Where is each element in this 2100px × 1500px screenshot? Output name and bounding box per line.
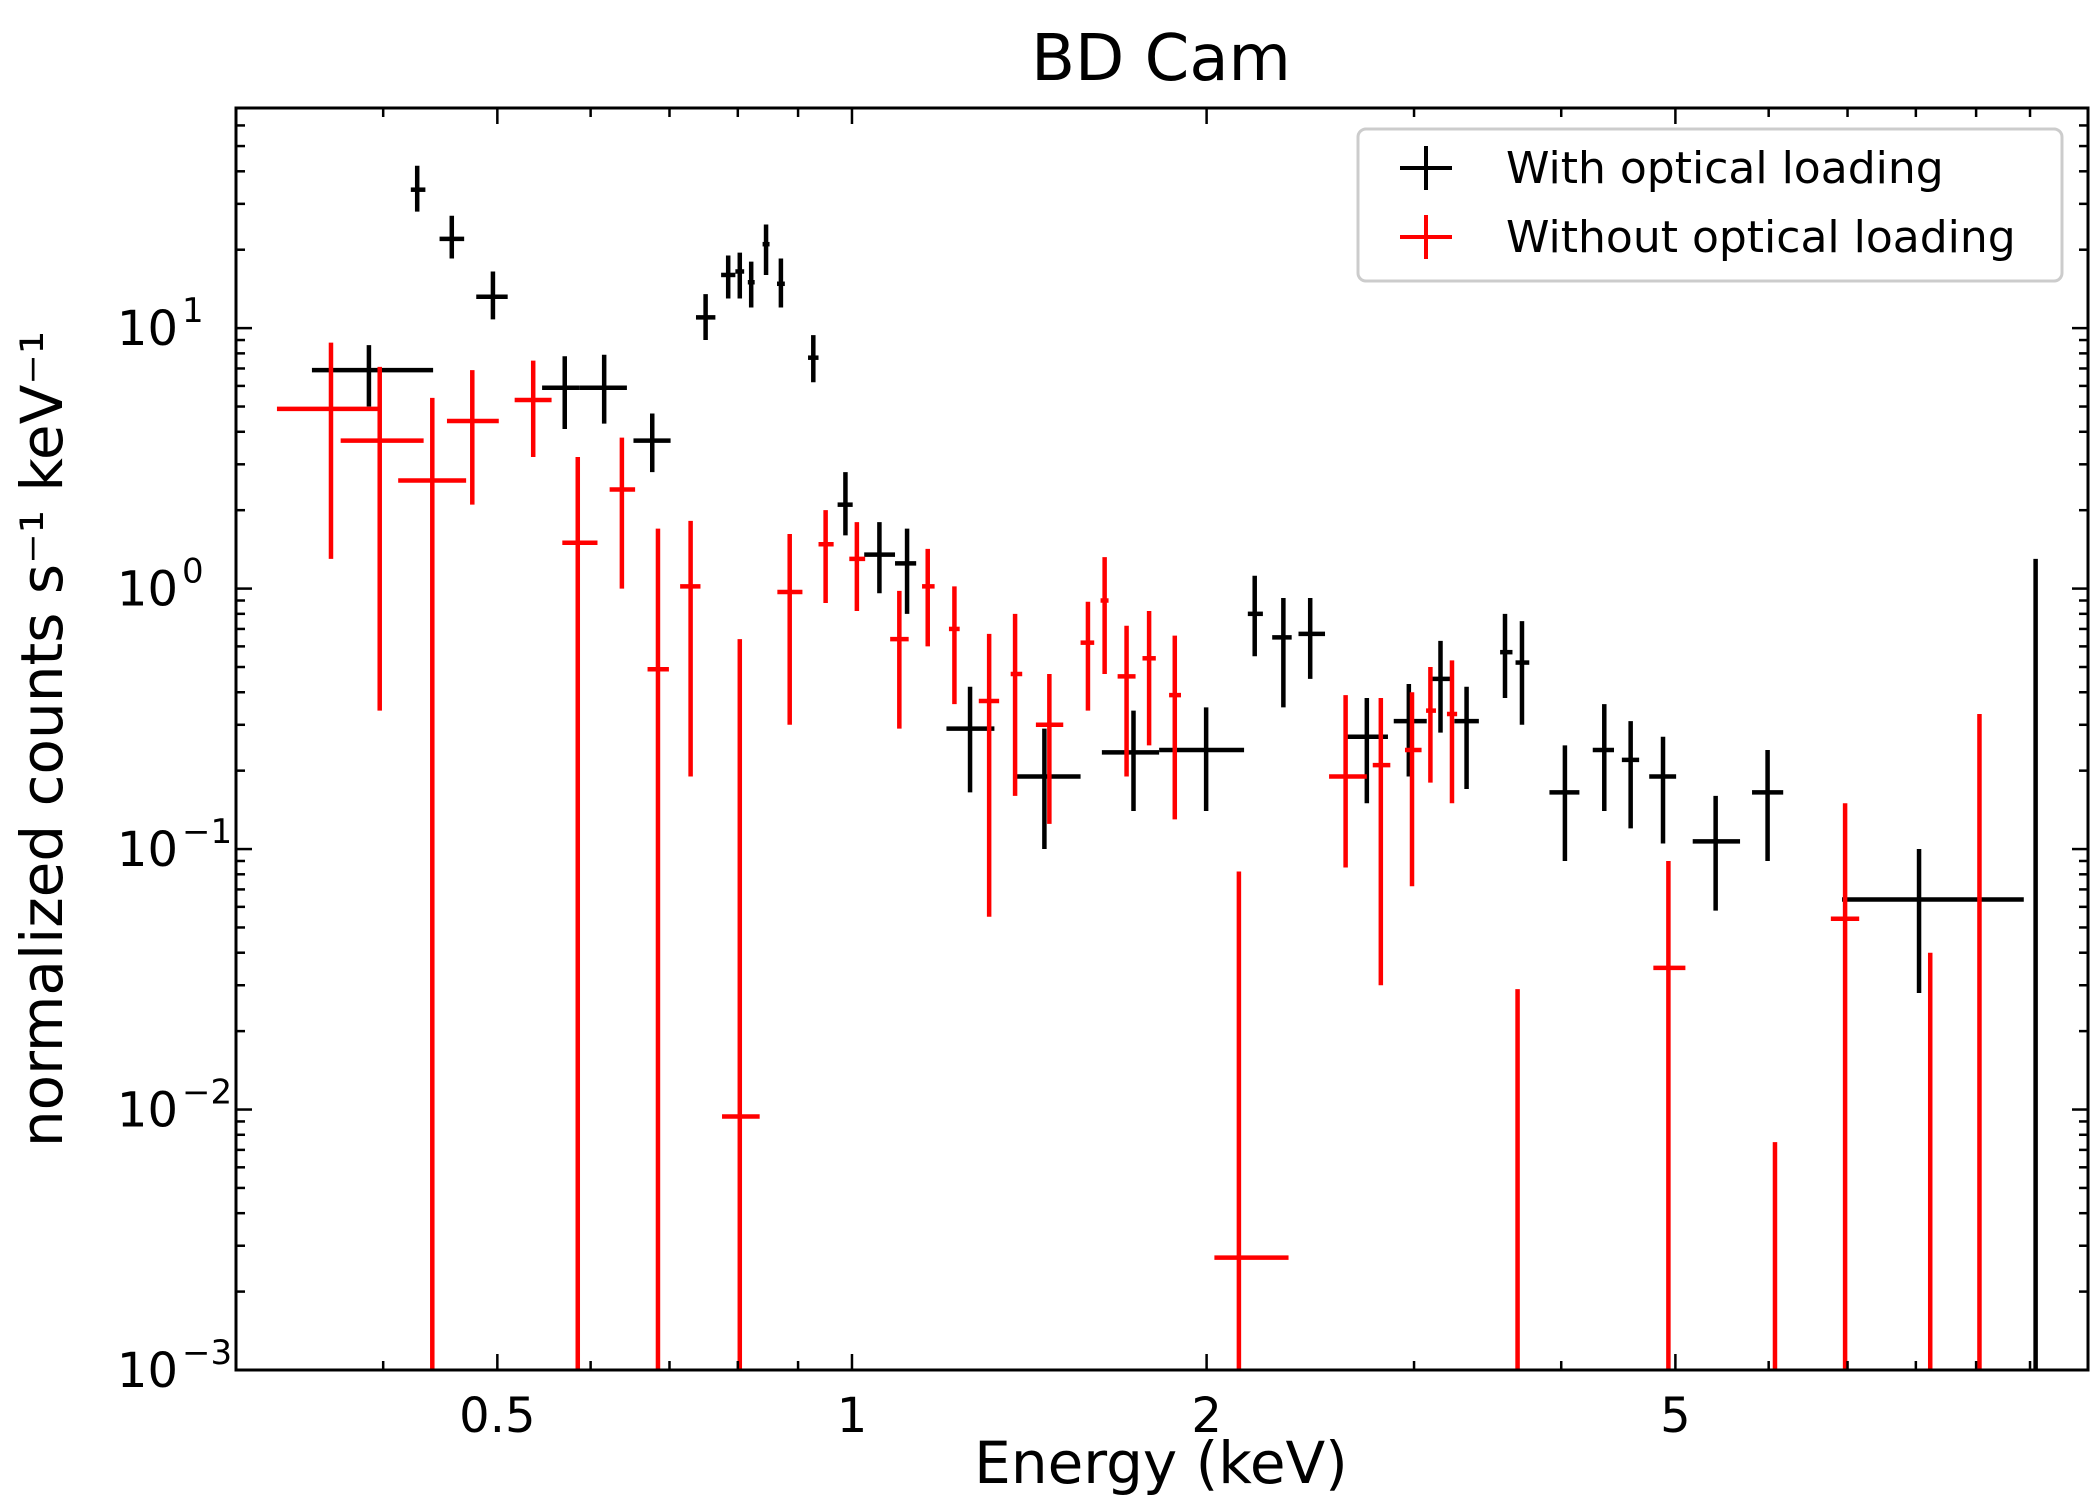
data-point [1101,710,1160,811]
data-point [439,215,465,259]
plot-frame [234,106,2090,1372]
data-point [542,356,580,429]
x-axis-label: Energy (keV) [974,1429,1348,1497]
data-point [721,255,736,299]
data-point [398,397,467,1370]
data-point [1752,750,1784,861]
data-point [922,548,935,647]
y-tick-exponent: 1 [182,291,204,331]
y-tick-exponent: −1 [182,812,232,852]
series-with-optical-loading [311,165,2038,1370]
data-point [633,413,671,473]
legend-label-with-optical-loading: With optical loading [1506,143,1944,194]
x-tick-label: 5 [1660,1388,1691,1444]
data-point [276,342,382,559]
x-tick-label: 2 [1191,1388,1222,1444]
y-tick-label: 10 [117,562,178,618]
data-point [446,370,499,505]
data-point [2033,558,2038,1370]
data-point [1454,686,1479,790]
y-axis-label: normalized counts s⁻¹ keV⁻¹ [8,331,76,1147]
axes-layer [234,106,2090,1372]
data-point [747,261,755,308]
data-point [695,294,716,341]
data-point [1329,695,1367,868]
y-tick-exponent: −2 [182,1073,232,1113]
data-point [410,165,426,212]
data-point [1621,721,1640,829]
data-point [1010,613,1023,796]
data-point [1692,795,1741,911]
data-point [1515,621,1530,725]
data-point [946,686,995,793]
data-point [1117,625,1136,777]
y-tick-exponent: −3 [182,1333,232,1373]
data-point [1035,674,1064,824]
data-point [1431,640,1451,733]
data-point [735,252,745,299]
y-tick-exponent: 0 [182,552,204,592]
y-tick-label: 10 [117,301,178,357]
data-point [1100,557,1109,675]
chart-title: BD Cam [1031,22,1291,96]
data-point [1214,871,1289,1370]
data-point [890,590,909,729]
y-tick-label: 10 [117,822,178,878]
data-point [1549,745,1580,861]
y-tick-label: 10 [117,1343,178,1399]
data-point [647,528,669,1370]
legend-label-without-optical-loading: Without optical loading [1506,212,2016,263]
data-point [1446,660,1458,804]
data-point [1080,601,1095,711]
data-point [1649,736,1677,844]
data-point [1830,803,1860,1370]
data-point [837,472,853,536]
legend: With optical loading Without optical loa… [1356,127,2064,283]
data-point [1500,613,1513,699]
data-point [808,335,819,383]
data-point [340,366,424,711]
data-point [1169,635,1182,820]
x-tick-label: 1 [837,1388,868,1444]
data-point [1298,598,1326,679]
data-point [978,633,1000,917]
data-point [849,522,866,612]
data-point [609,437,636,589]
x-tick-label: 0.5 [459,1388,535,1444]
data-point [1247,575,1263,657]
data-point [1404,692,1422,887]
data-point [777,534,803,725]
data-point [818,510,834,604]
data-point [476,271,508,320]
y-tick-label: 10 [117,1083,178,1139]
data-point [562,457,598,1370]
data-point [777,258,785,308]
series-without-optical-loading [276,342,1982,1370]
data-point [762,224,770,275]
data-point [895,528,917,614]
data-point [864,522,896,594]
data-point [1592,704,1615,811]
data-point [1426,667,1436,783]
series-layer [276,165,2038,1370]
data-point [514,360,552,458]
data-point [1142,611,1156,746]
data-point [1653,860,1686,1370]
data-point [948,586,960,705]
data-point [1842,849,2024,994]
data-point [722,639,760,1370]
data-point [1372,698,1391,986]
data-point [579,354,627,424]
data-point [680,520,701,777]
data-point [1272,598,1292,708]
legend-frame [1356,127,2064,283]
